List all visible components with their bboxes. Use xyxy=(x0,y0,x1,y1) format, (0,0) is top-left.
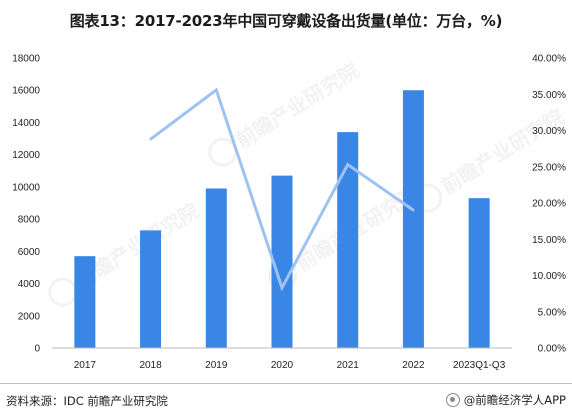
right-tick-label: 5.00% xyxy=(538,307,566,318)
bar xyxy=(140,230,162,348)
bar xyxy=(337,132,359,348)
brand-logo-icon xyxy=(445,393,460,407)
left-tick-label: 0 xyxy=(34,344,40,355)
bar xyxy=(271,175,293,348)
bar-series xyxy=(74,90,490,348)
left-tick-label: 12000 xyxy=(12,150,40,161)
growth-rate-point xyxy=(215,88,218,92)
right-tick-label: 0.00% xyxy=(538,344,566,355)
growth-rate-series xyxy=(149,87,415,292)
right-tick-label: 15.00% xyxy=(532,235,566,246)
x-tick-label: 2017 xyxy=(74,360,97,371)
left-tick-label: 10000 xyxy=(12,182,40,193)
growth-rate-point xyxy=(346,163,349,166)
x-tick-label: 2022 xyxy=(402,360,425,371)
growth-rate-point xyxy=(149,138,152,141)
bar xyxy=(402,90,424,348)
growth-rate-point xyxy=(280,286,284,290)
watermark-layer: 前瞻产业研究院前瞻产业研究院前瞻产业研究院前瞻产业研究院 xyxy=(48,58,568,307)
x-tick-label: 2020 xyxy=(271,360,294,371)
left-axis-ticks: 0 2000 4000 6000 8000 10000 12000 14000 16000 180… xyxy=(12,54,40,355)
left-tick-label: 8000 xyxy=(18,215,41,226)
x-tick-label: 2021 xyxy=(337,360,360,371)
right-tick-label: 35.00% xyxy=(532,90,566,101)
bar xyxy=(205,188,227,348)
right-tick-label: 30.00% xyxy=(532,126,566,137)
right-axis-ticks: 0.00% 5.00% 10.00% 15.00% 20.00% 25.00% 30.00%… xyxy=(532,54,566,355)
chart-title: 图表13：2017-2023年中国可穿戴设备出货量(单位：万台，%) xyxy=(69,12,503,30)
left-tick-label: 4000 xyxy=(18,279,41,290)
x-tick-label: 2019 xyxy=(205,360,228,371)
left-tick-label: 18000 xyxy=(12,54,40,65)
source-note: 资料来源：IDC 前瞻产业研究院 xyxy=(6,394,168,408)
right-tick-label: 25.00% xyxy=(532,162,566,173)
bar xyxy=(468,198,490,348)
growth-rate-point xyxy=(412,209,415,212)
brand-credit: @前瞻经济学人APP xyxy=(445,392,566,408)
x-tick-label: 2018 xyxy=(139,360,162,371)
left-tick-label: 6000 xyxy=(18,247,41,258)
svg-text:前瞻产业研究院: 前瞻产业研究院 xyxy=(437,104,568,199)
x-axis-ticks: 2017 2018 2019 2020 2021 2022 2023Q1-Q3 xyxy=(74,360,506,371)
right-tick-label: 20.00% xyxy=(532,199,566,210)
footer: 资料来源：IDC 前瞻产业研究院 @前瞻经济学人APP xyxy=(0,383,572,418)
right-tick-label: 10.00% xyxy=(532,271,566,282)
left-tick-label: 16000 xyxy=(12,86,40,97)
left-tick-label: 2000 xyxy=(18,311,41,322)
brand-label: @前瞻经济学人APP xyxy=(463,393,566,407)
bar xyxy=(74,256,96,348)
x-tick-label: 2023Q1-Q3 xyxy=(453,360,506,371)
watermark: 前瞻产业研究院 xyxy=(48,198,203,307)
right-tick-label: 40.00% xyxy=(532,54,566,65)
chart-canvas: 前瞻产业研究院前瞻产业研究院前瞻产业研究院前瞻产业研究院 02000400060… xyxy=(12,54,568,372)
left-tick-label: 14000 xyxy=(12,118,40,129)
